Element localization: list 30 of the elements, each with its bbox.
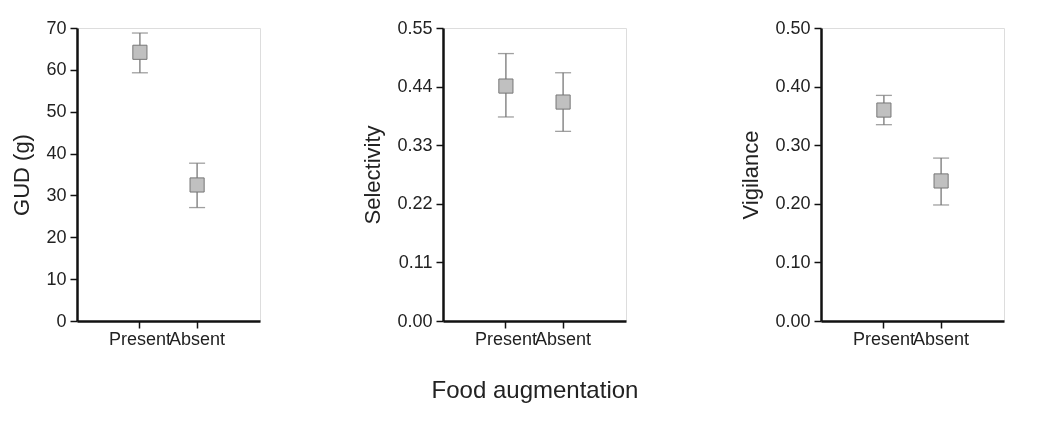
y-tick-label: 0.55 [397,17,433,38]
y-tick-label: 10 [46,268,67,289]
y-tick-label: 40 [46,143,67,164]
y-tick-label: 60 [46,59,67,80]
x-tick-label: Absent [535,328,592,349]
y-tick-label: 0.11 [398,251,433,272]
x-tick-label: Present [108,328,171,349]
x-tick-label: Present [852,328,915,349]
x-tick-label: Present [474,328,537,349]
y-axis-title: Selectivity [360,125,386,225]
y-tick-label: 0.00 [775,310,811,331]
y-tick-label: 0.30 [775,134,811,155]
y-axis-title: Vigilance [738,130,764,220]
y-tick-label: 30 [46,184,67,205]
y-tick-label: 70 [46,17,67,38]
y-axis-title: GUD (g) [9,134,35,216]
x-axis-title: Food augmentation [431,375,639,403]
y-tick-label: 0.20 [775,193,811,214]
y-tick-label: 0.00 [397,310,433,331]
x-tick-label: Absent [169,328,226,349]
y-tick-label: 0 [56,310,67,331]
y-tick-label: 50 [46,101,67,122]
y-tick-label: 0.33 [397,134,433,155]
y-tick-label: 0.50 [775,17,811,38]
y-tick-label: 20 [46,226,67,247]
y-tick-label: 0.40 [775,76,811,97]
y-tick-label: 0.44 [397,76,433,97]
y-tick-label: 0.10 [775,251,811,272]
y-tick-label: 0.22 [397,193,433,214]
x-tick-label: Absent [913,328,970,349]
